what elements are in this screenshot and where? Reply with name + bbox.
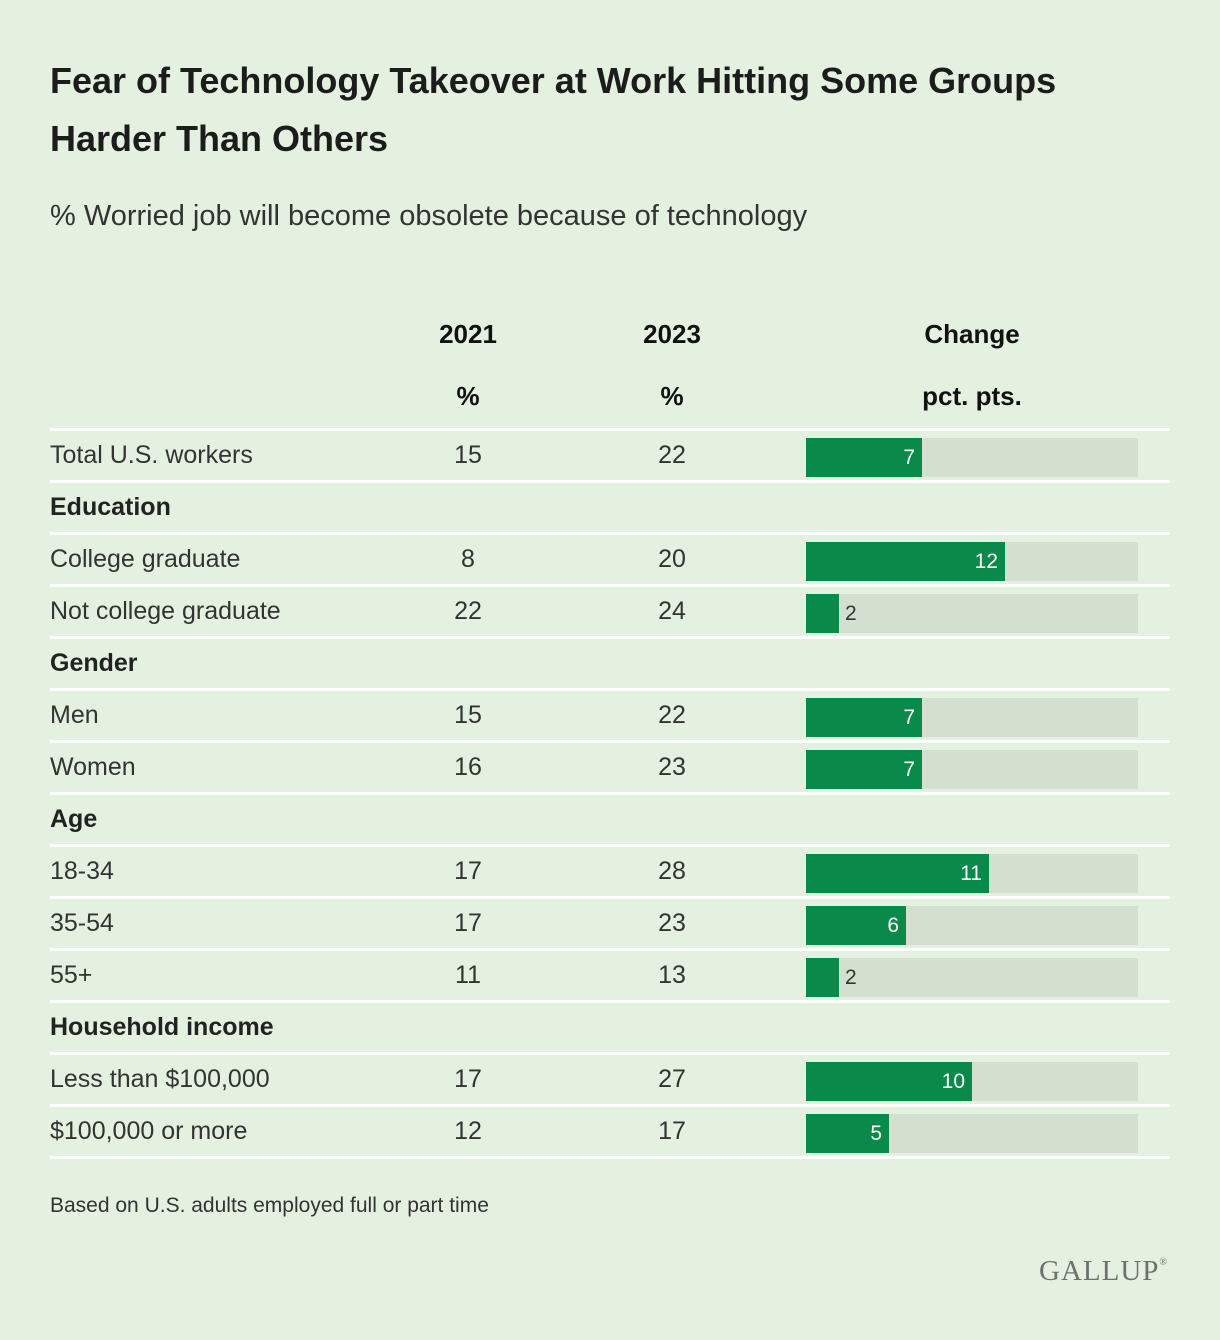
value-2021: 15 [454,441,482,469]
value-2023: 24 [658,597,686,625]
group-header-row: Gender [50,639,1170,691]
value-2021: 16 [454,753,482,781]
row-label: Women [50,753,136,781]
footnote: Based on U.S. adults employed full or pa… [50,1194,489,1217]
column-unit-change: pct. pts. [922,381,1022,411]
change-value-label: 7 [903,706,915,729]
table-row: $100,000 or more 12 17 5 [50,1107,1170,1159]
change-bar [806,542,1005,581]
change-bar-track: 2 [806,958,1138,997]
value-2023: 28 [658,857,686,885]
change-bar-track: 6 [806,906,1138,945]
value-2021: 11 [455,961,481,989]
value-2023: 22 [658,441,686,469]
table-row: Less than $100,000 17 27 10 [50,1055,1170,1107]
value-2021: 8 [461,545,475,573]
group-header-row: Household income [50,1003,1170,1055]
change-bar-track: 7 [806,438,1138,477]
change-value-label: 6 [887,914,899,937]
chart-title: Fear of Technology Takeover at Work Hitt… [50,60,1057,159]
row-label: Not college graduate [50,597,281,625]
change-value-label: 11 [960,862,982,885]
value-2021: 15 [454,701,482,729]
change-bar-track: 7 [806,750,1138,789]
change-bar-track: 7 [806,698,1138,737]
row-label: College graduate [50,545,241,573]
change-bar [806,906,906,945]
data-table: Total U.S. workers 15 22 7 Education College … [50,428,1170,1159]
group-header-row: Education [50,483,1170,535]
change-value-label: 2 [845,602,857,625]
value-2023: 20 [658,545,686,573]
value-2023: 22 [658,701,686,729]
row-label: Less than $100,000 [50,1065,270,1093]
value-2023: 23 [658,909,686,937]
table-row: 55+ 11 13 2 [50,951,1170,1003]
group-label: Education [50,493,171,521]
change-value-label: 7 [903,758,915,781]
gallup-logo: GALLUP® [1039,1255,1168,1288]
column-unit-2023: % [660,381,684,411]
table-row: Not college graduate 22 24 2 [50,587,1170,639]
change-bar [806,438,922,477]
value-2023: 13 [658,961,686,989]
change-bar [806,958,839,997]
group-label: Household income [50,1013,274,1041]
value-2023: 17 [658,1117,686,1145]
row-label: 35-54 [50,909,114,937]
table-row: 18-34 17 28 11 [50,847,1170,899]
value-2021: 17 [454,909,482,937]
row-label: $100,000 or more [50,1117,248,1145]
value-2021: 17 [454,857,482,885]
chart-subtitle: % Worried job will become obsolete becau… [50,200,808,232]
change-value-label: 7 [903,446,915,469]
change-bar [806,594,839,633]
table-row: Women 16 23 7 [50,743,1170,795]
registered-mark: ® [1159,1257,1168,1268]
change-value-label: 12 [974,550,998,573]
table-row: Total U.S. workers 15 22 7 [50,431,1170,483]
change-value-label: 5 [870,1122,882,1145]
table-row: 35-54 17 23 6 [50,899,1170,951]
change-bar [806,698,922,737]
table-row: Men 15 22 7 [50,691,1170,743]
column-header-change: Change [924,319,1020,349]
value-2023: 27 [658,1065,686,1093]
gallup-logo-text: GALLUP [1039,1255,1160,1287]
value-2021: 17 [454,1065,482,1093]
change-bar-track: 5 [806,1114,1138,1153]
change-bar [806,1114,889,1153]
change-bar [806,1062,972,1101]
value-2021: 12 [454,1117,482,1145]
change-bar-track: 2 [806,594,1138,633]
value-2023: 23 [658,753,686,781]
value-2021: 22 [454,597,482,625]
change-value-label: 2 [845,966,857,989]
column-header-2023: 2023 [643,319,701,349]
table-row: College graduate 8 20 12 [50,535,1170,587]
row-label: Men [50,701,99,729]
group-header-row: Age [50,795,1170,847]
row-label: Total U.S. workers [50,441,253,469]
change-bar-track: 11 [806,854,1138,893]
group-label: Gender [50,649,138,677]
row-label: 55+ [50,961,93,989]
change-value-label: 10 [941,1070,965,1093]
row-label: 18-34 [50,857,114,885]
group-label: Age [50,805,98,833]
change-bar [806,750,922,789]
column-unit-2021: % [456,381,480,411]
change-bar [806,854,989,893]
column-header-2021: 2021 [439,319,497,349]
change-bar-track: 12 [806,542,1138,581]
change-bar-track: 10 [806,1062,1138,1101]
